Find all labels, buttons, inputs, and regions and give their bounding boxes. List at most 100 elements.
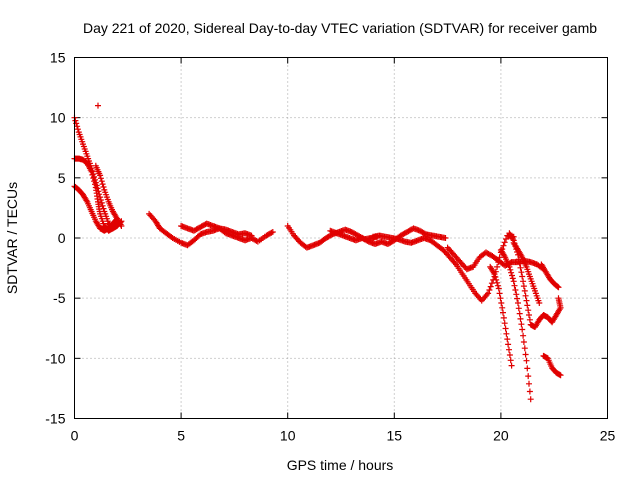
y-tick-label: 5 (58, 170, 66, 186)
data-point (269, 229, 276, 235)
data-point-interp (74, 126, 81, 133)
data-point-interp (487, 283, 494, 290)
data-point-interp (518, 321, 525, 328)
data-point-interp (492, 274, 499, 280)
data-point-interp (518, 269, 525, 276)
data-point-interp (503, 236, 509, 242)
data-point-interp (526, 388, 533, 395)
data-point-interp (526, 380, 532, 387)
data-point (557, 372, 564, 379)
y-axis-label: SDTVAR / TECUs (4, 182, 20, 294)
data-point-interp (501, 320, 508, 327)
data-point-interp (520, 283, 527, 290)
data-point-interp (486, 287, 493, 293)
data-point-interp (522, 292, 529, 299)
data-point (508, 362, 515, 369)
data-point-interp (501, 239, 508, 246)
data-point-interp (509, 275, 516, 282)
grid-lines (74, 57, 608, 419)
data-point-interp (493, 276, 500, 283)
data-point-interp (72, 117, 79, 124)
data-point-interp (509, 272, 515, 279)
x-tick-label: 5 (177, 428, 185, 444)
data-point (442, 235, 449, 241)
data-point-interp (520, 339, 527, 345)
y-tick-label: 0 (58, 230, 66, 246)
plot-frame (74, 57, 608, 419)
data-point (536, 300, 543, 306)
data-point-interp (507, 357, 514, 364)
data-point-interp (507, 266, 514, 273)
data-point-interp (506, 346, 512, 353)
data-point-interp (92, 181, 98, 188)
data-point (491, 271, 498, 278)
data-point-interp (100, 184, 107, 190)
data-point-interp (515, 305, 522, 312)
data-point-interp (513, 291, 520, 298)
tick-labels: 0 5 10 15 20 25 -15 -10 -5 0 5 10 15 (45, 50, 615, 444)
data-point (118, 223, 125, 229)
data-point-interp (91, 178, 98, 185)
data-point-interp (488, 280, 495, 287)
data-point (555, 295, 562, 302)
data-point-interp (524, 365, 531, 372)
chart-title: Day 221 of 2020, Sidereal Day-to-day VTE… (83, 20, 597, 36)
y-tick-label: -5 (53, 290, 66, 306)
data-point-interp (268, 229, 275, 236)
data-point (485, 290, 492, 297)
data-point-interp (505, 341, 512, 348)
axis-ticks (74, 57, 608, 419)
data-point-interp (514, 295, 521, 302)
data-point-interp (522, 351, 529, 358)
data-point-interp (90, 175, 97, 182)
data-point-interp (554, 283, 561, 290)
data-point-interp (525, 373, 532, 380)
data-point-interp (497, 295, 504, 302)
data-point (95, 102, 101, 109)
data-point-interp (503, 330, 510, 337)
y-tick-label: -15 (45, 411, 65, 427)
x-tick-label: 15 (387, 428, 403, 444)
data-point (500, 309, 506, 316)
y-tick-label: 10 (50, 110, 66, 126)
data-point (527, 396, 534, 403)
data-point-interp (521, 287, 528, 294)
data-point-interp (525, 307, 532, 314)
data-point-interp (516, 310, 523, 317)
data-point-interp (508, 269, 515, 276)
data-point (515, 300, 521, 306)
data-point-interp (502, 325, 509, 332)
data-point-interp (521, 345, 528, 352)
data-point-interp (524, 302, 531, 309)
data-point-interp (89, 171, 96, 178)
y-tick-label: -10 (45, 350, 65, 366)
data-point-interp (97, 175, 104, 182)
data-point-interp (494, 279, 501, 286)
data-point (519, 326, 526, 333)
data-point-interp (494, 282, 501, 289)
data-point (97, 172, 104, 179)
data-point-interp (526, 312, 532, 318)
x-tick-label: 10 (280, 428, 296, 444)
data-point-interp (500, 242, 507, 249)
data-point-interp (99, 181, 106, 188)
data-point (523, 297, 530, 304)
data-point-interp (506, 352, 513, 358)
data-point-interp (98, 199, 105, 206)
data-point (555, 284, 562, 291)
data-point (248, 232, 255, 239)
data-point-interp (511, 282, 518, 289)
data-point-interp (526, 316, 533, 323)
x-tick-label: 20 (493, 428, 509, 444)
data-point (504, 336, 511, 343)
data-point-interp (517, 264, 524, 271)
data-point-interp (498, 300, 505, 306)
y-tick-label: 15 (50, 50, 66, 66)
data-points (71, 102, 564, 403)
data-point-interp (499, 304, 506, 311)
data-point-interp (98, 178, 105, 185)
x-tick-label: 0 (71, 428, 79, 444)
data-point (506, 263, 513, 270)
data-point (510, 278, 517, 285)
